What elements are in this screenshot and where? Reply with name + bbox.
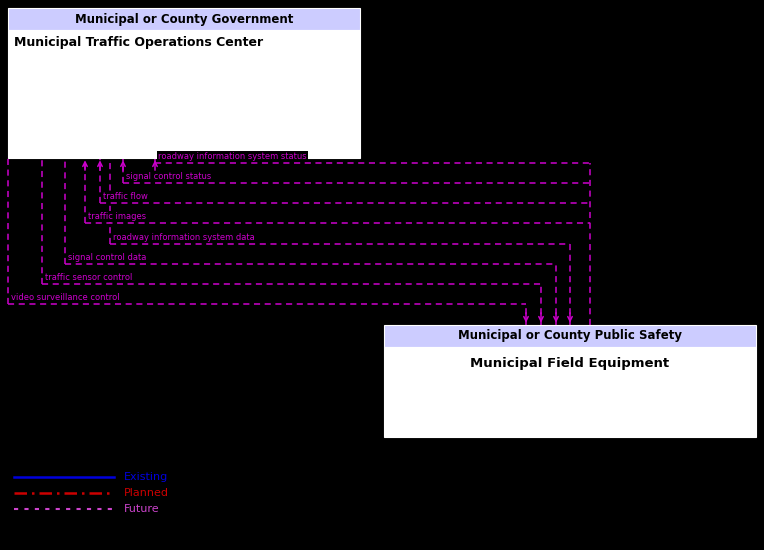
Bar bbox=[8, 30, 360, 158]
Text: Existing: Existing bbox=[124, 472, 168, 482]
Text: video surveillance control: video surveillance control bbox=[11, 293, 120, 302]
Text: signal control status: signal control status bbox=[126, 172, 212, 181]
Text: Future: Future bbox=[124, 504, 160, 514]
Bar bbox=[384, 347, 756, 437]
Text: Municipal or County Public Safety: Municipal or County Public Safety bbox=[458, 329, 682, 343]
Text: Municipal Field Equipment: Municipal Field Equipment bbox=[471, 357, 669, 370]
Text: traffic sensor control: traffic sensor control bbox=[45, 273, 132, 282]
Text: Municipal Traffic Operations Center: Municipal Traffic Operations Center bbox=[14, 36, 263, 49]
Bar bbox=[384, 325, 756, 347]
Text: roadway information system data: roadway information system data bbox=[113, 233, 254, 242]
Text: traffic images: traffic images bbox=[88, 212, 146, 221]
Text: Municipal or County Government: Municipal or County Government bbox=[75, 13, 293, 25]
Text: traffic flow: traffic flow bbox=[103, 192, 148, 201]
Bar bbox=[8, 8, 360, 30]
Text: roadway information system status: roadway information system status bbox=[158, 152, 306, 161]
Text: Planned: Planned bbox=[124, 488, 169, 498]
Text: signal control data: signal control data bbox=[68, 253, 147, 262]
